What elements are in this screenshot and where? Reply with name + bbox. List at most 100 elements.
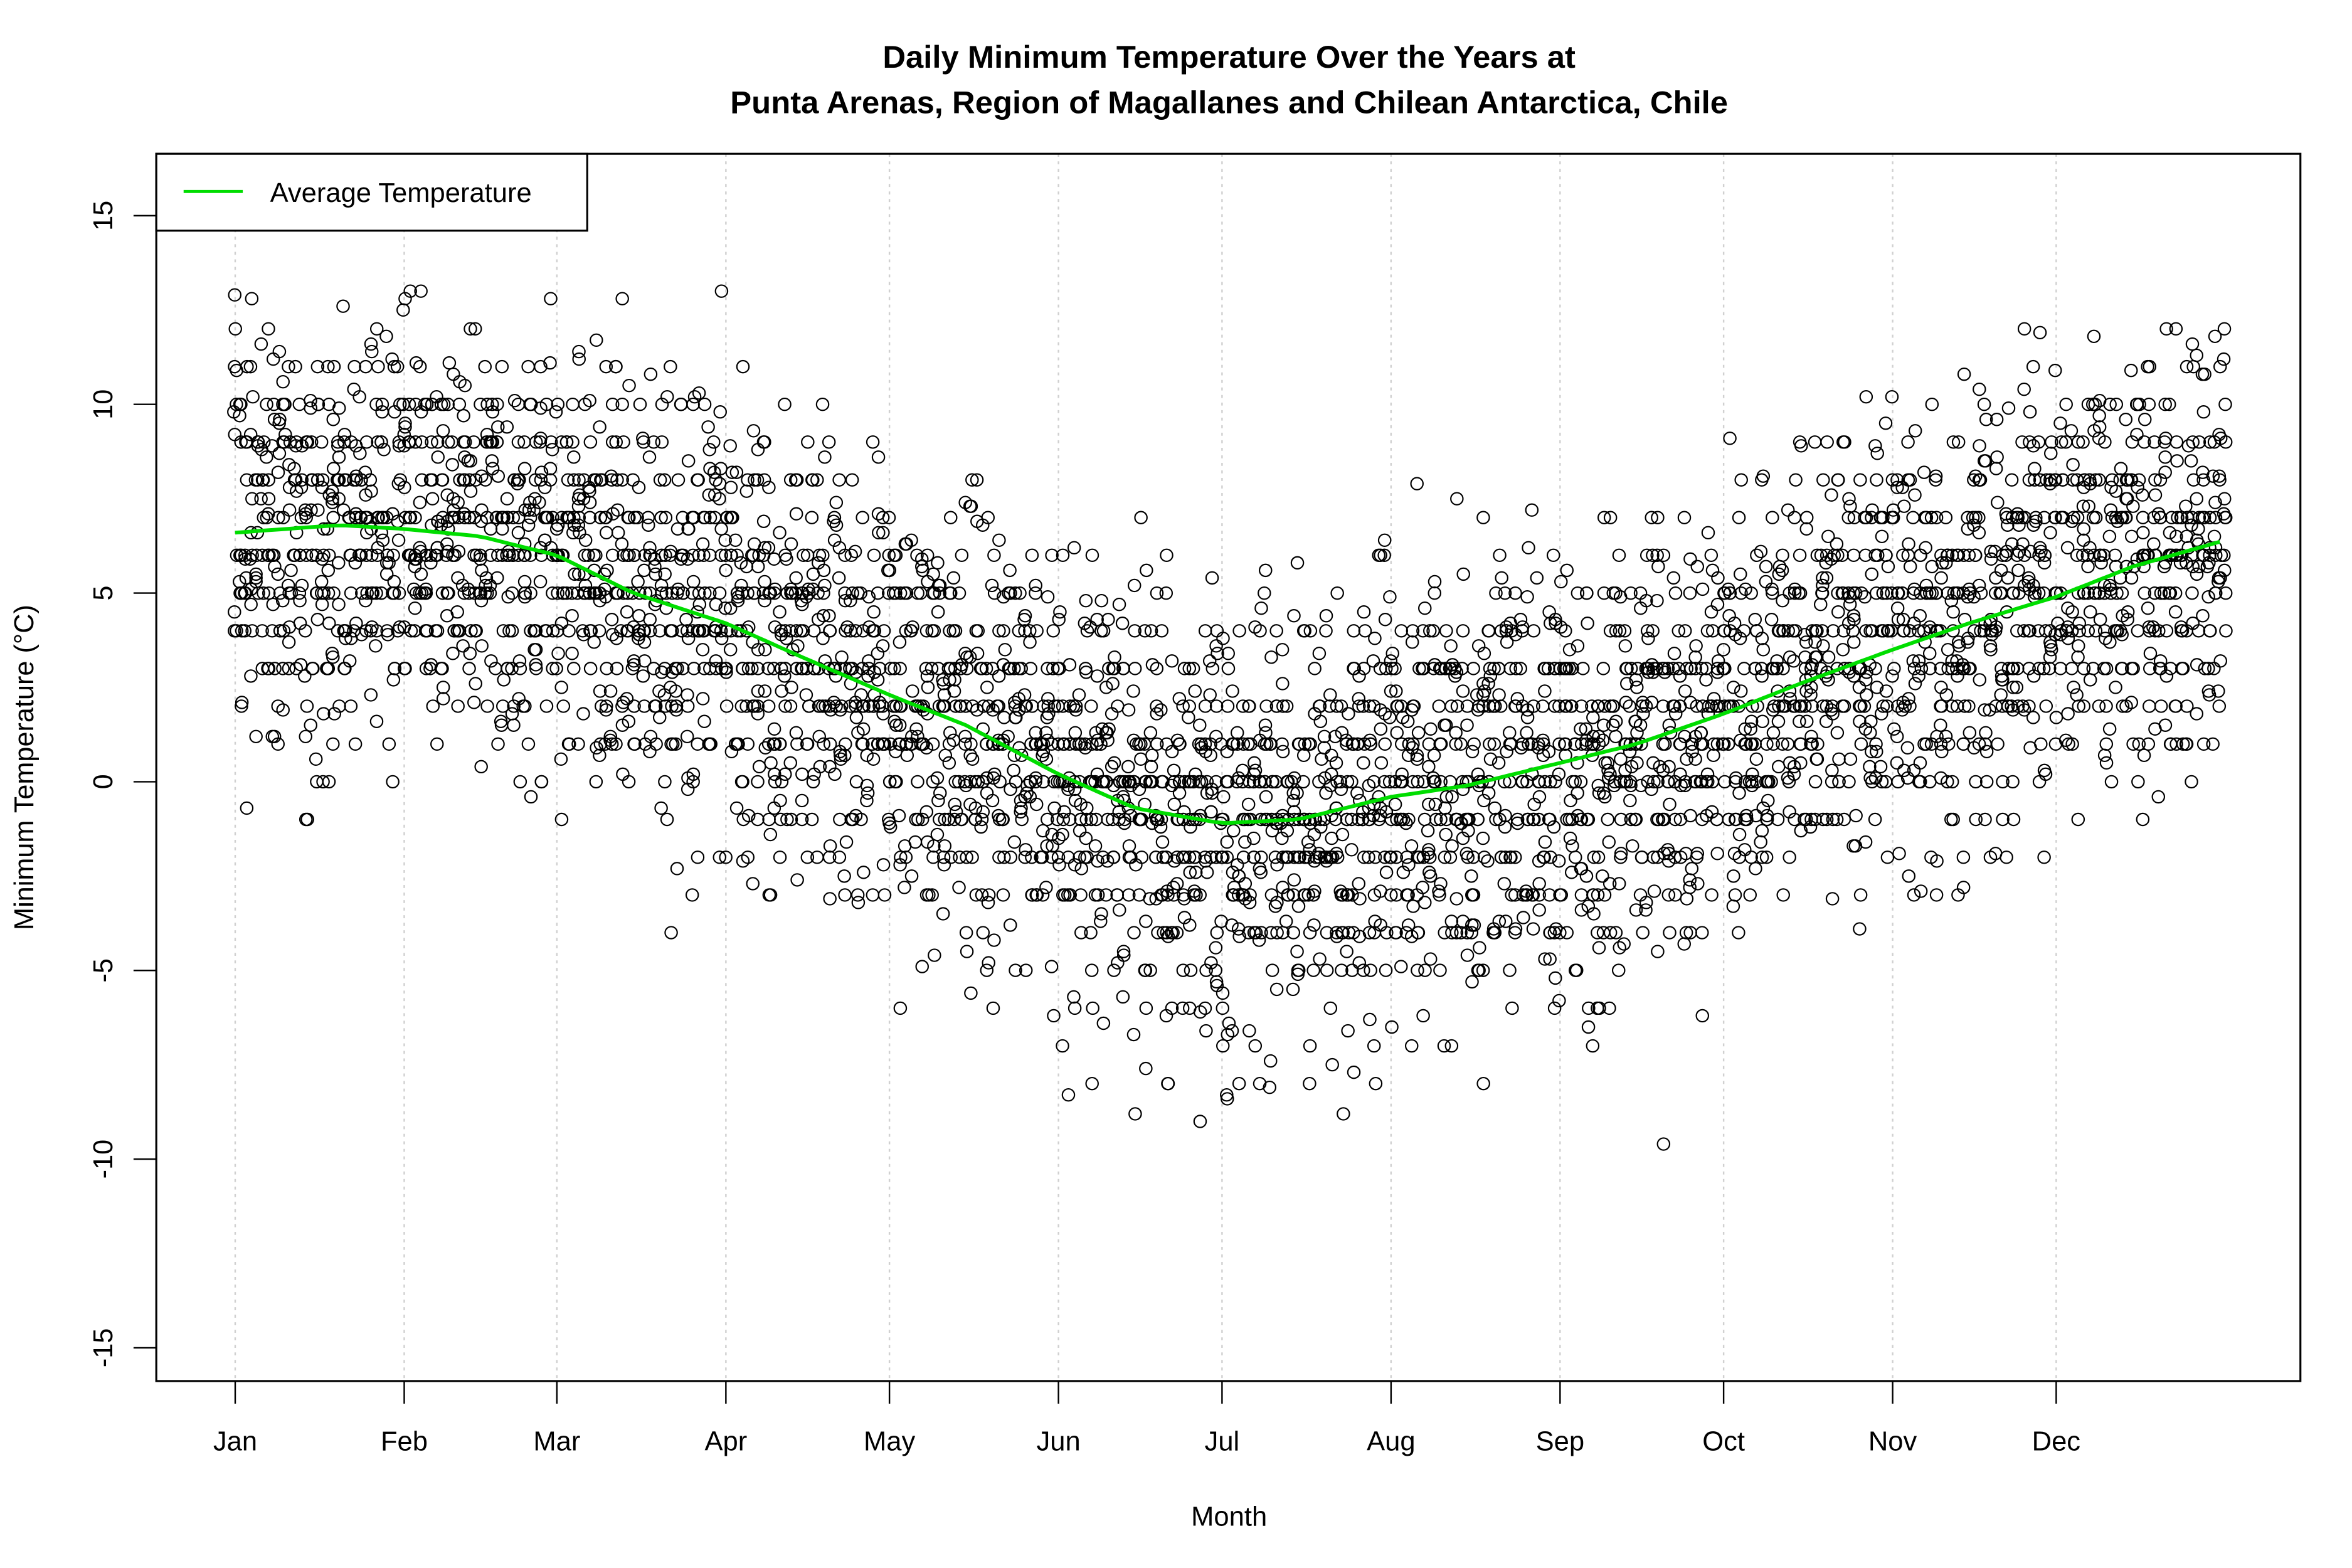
data-point bbox=[1079, 831, 1093, 845]
data-point bbox=[299, 729, 313, 743]
data-point bbox=[228, 322, 243, 336]
data-point bbox=[2088, 398, 2102, 411]
data-point bbox=[854, 586, 868, 600]
data-point bbox=[1498, 850, 1513, 864]
data-point bbox=[1865, 744, 1878, 759]
data-point bbox=[761, 662, 775, 675]
data-point bbox=[712, 586, 727, 600]
data-point bbox=[1340, 737, 1353, 751]
data-point bbox=[1189, 888, 1203, 902]
data-point bbox=[982, 956, 995, 970]
data-point bbox=[1112, 598, 1126, 612]
data-point bbox=[823, 737, 837, 751]
data-point bbox=[616, 767, 630, 781]
data-point bbox=[676, 586, 690, 600]
data-point bbox=[936, 850, 951, 864]
data-point bbox=[980, 963, 994, 977]
data-point bbox=[533, 435, 548, 449]
data-point bbox=[284, 563, 298, 578]
data-point bbox=[500, 492, 514, 506]
data-point bbox=[908, 835, 923, 849]
data-point bbox=[1734, 684, 1748, 698]
data-point bbox=[430, 435, 445, 449]
data-point bbox=[294, 511, 309, 524]
data-point bbox=[475, 639, 489, 653]
data-point bbox=[954, 662, 968, 675]
data-point bbox=[965, 752, 980, 766]
data-point bbox=[1336, 926, 1350, 940]
data-point bbox=[1558, 699, 1572, 713]
data-point bbox=[581, 548, 595, 563]
data-point bbox=[2147, 511, 2161, 524]
data-point bbox=[2072, 639, 2085, 653]
data-point bbox=[1352, 956, 1367, 970]
data-point bbox=[386, 507, 400, 521]
data-point bbox=[271, 465, 285, 479]
data-point bbox=[1922, 647, 1937, 660]
data-point bbox=[622, 775, 636, 789]
data-point bbox=[299, 624, 312, 638]
data-point bbox=[1368, 850, 1382, 864]
data-point bbox=[709, 473, 723, 487]
data-point bbox=[1402, 858, 1416, 872]
data-point bbox=[659, 586, 674, 600]
data-point bbox=[2175, 624, 2190, 638]
data-point bbox=[1015, 812, 1029, 827]
data-point bbox=[1695, 1009, 1710, 1023]
data-point bbox=[2201, 590, 2215, 604]
data-point bbox=[974, 820, 988, 834]
data-point bbox=[491, 420, 505, 434]
data-point bbox=[565, 609, 579, 623]
data-point bbox=[428, 624, 443, 638]
data-point bbox=[273, 586, 287, 600]
data-point bbox=[774, 662, 788, 675]
data-point bbox=[249, 575, 263, 589]
data-point bbox=[822, 435, 836, 449]
data-point bbox=[1287, 873, 1301, 887]
data-point bbox=[707, 624, 721, 638]
data-point bbox=[1492, 688, 1506, 702]
data-point bbox=[1459, 847, 1474, 861]
data-point bbox=[837, 748, 852, 763]
data-point bbox=[268, 559, 282, 574]
data-point bbox=[1476, 831, 1490, 845]
data-point bbox=[554, 752, 568, 766]
data-point bbox=[1036, 888, 1050, 902]
data-point bbox=[1358, 624, 1372, 638]
data-point bbox=[882, 775, 897, 789]
data-point bbox=[1912, 669, 1926, 683]
data-point bbox=[1635, 850, 1649, 864]
data-point bbox=[1086, 1001, 1099, 1015]
data-point bbox=[1923, 662, 1937, 675]
data-point bbox=[518, 586, 532, 600]
data-point bbox=[1887, 722, 1901, 736]
data-point bbox=[1951, 435, 1966, 449]
data-point bbox=[1192, 775, 1206, 789]
data-point bbox=[1205, 571, 1219, 585]
data-point bbox=[1128, 624, 1142, 638]
data-point bbox=[985, 793, 1000, 808]
data-point bbox=[1041, 812, 1054, 827]
data-point bbox=[605, 473, 619, 487]
data-point bbox=[556, 699, 571, 713]
data-point bbox=[1914, 884, 1928, 898]
data-point bbox=[1532, 903, 1546, 917]
data-point bbox=[1221, 1027, 1235, 1042]
data-point bbox=[257, 511, 271, 524]
data-point bbox=[1019, 963, 1033, 977]
data-point bbox=[724, 548, 738, 563]
data-point bbox=[551, 624, 564, 638]
data-point bbox=[331, 435, 345, 449]
data-point bbox=[1978, 454, 1991, 468]
data-point bbox=[578, 548, 592, 563]
data-point bbox=[1362, 850, 1375, 864]
data-point bbox=[1830, 537, 1844, 551]
data-point bbox=[752, 760, 766, 774]
data-point bbox=[723, 601, 738, 615]
data-point bbox=[1418, 896, 1432, 909]
data-point bbox=[928, 948, 941, 962]
data-point bbox=[578, 398, 592, 411]
data-point bbox=[441, 398, 455, 411]
data-point bbox=[2208, 329, 2222, 343]
data-point bbox=[1726, 899, 1740, 913]
